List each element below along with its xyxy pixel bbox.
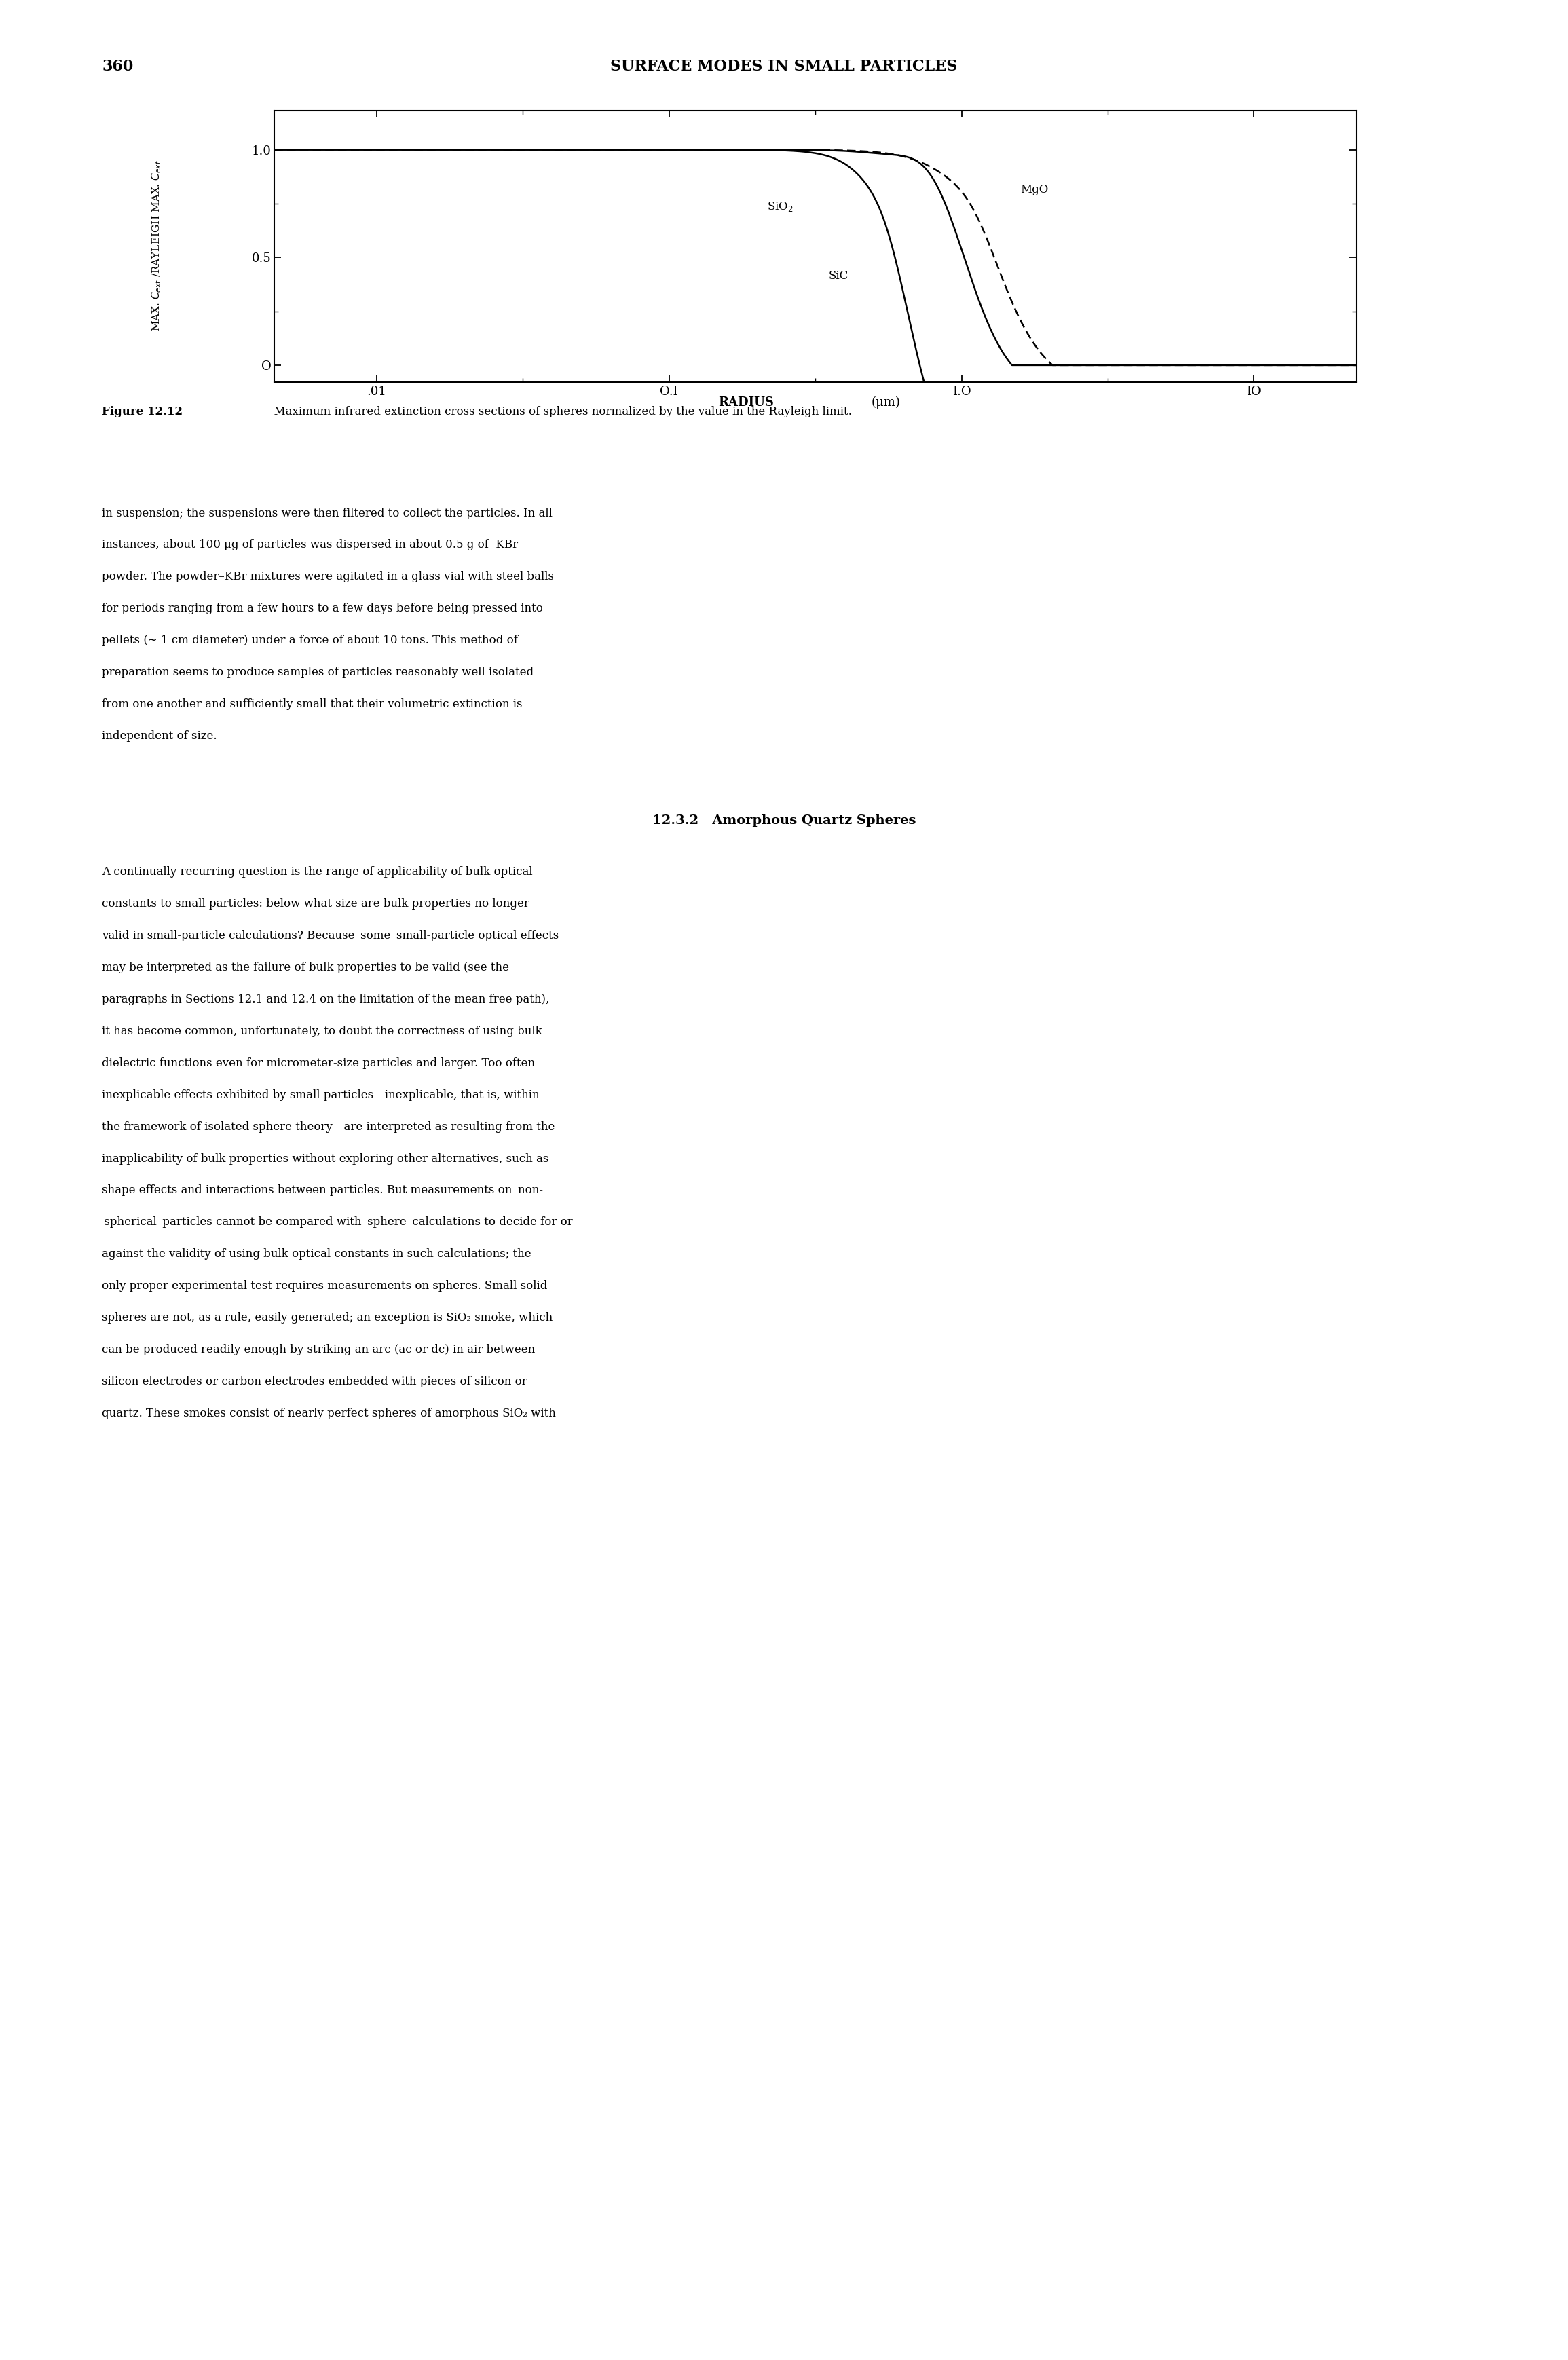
Text: (μm): (μm) bbox=[872, 396, 900, 408]
Text: spherical  particles cannot be compared with  sphere  calculations to decide for: spherical particles cannot be compared w… bbox=[102, 1218, 572, 1227]
Text: shape effects and interactions between particles. But measurements on  non-: shape effects and interactions between p… bbox=[102, 1185, 543, 1197]
Text: independent of size.: independent of size. bbox=[102, 729, 216, 741]
Text: SiO$_2$: SiO$_2$ bbox=[767, 201, 793, 212]
Text: A continually recurring question is the range of applicability of bulk optical: A continually recurring question is the … bbox=[102, 866, 533, 878]
Text: against the validity of using bulk optical constants in such calculations; the: against the validity of using bulk optic… bbox=[102, 1248, 532, 1260]
Text: quartz. These smokes consist of nearly perfect spheres of amorphous SiO₂ with: quartz. These smokes consist of nearly p… bbox=[102, 1407, 557, 1418]
Text: MAX. $C_{ext}$ /RAYLEIGH MAX. $C_{ext}$: MAX. $C_{ext}$ /RAYLEIGH MAX. $C_{ext}$ bbox=[151, 160, 163, 330]
Text: MgO: MgO bbox=[1021, 184, 1047, 196]
Text: can be produced readily enough by striking an arc (ac or dc) in air between: can be produced readily enough by striki… bbox=[102, 1343, 535, 1355]
Text: inapplicability of bulk properties without exploring other alternatives, such as: inapplicability of bulk properties witho… bbox=[102, 1152, 549, 1163]
Text: the framework of isolated sphere theory—are interpreted as resulting from the: the framework of isolated sphere theory—… bbox=[102, 1121, 555, 1133]
Text: RADIUS: RADIUS bbox=[718, 396, 775, 408]
Text: 12.3.2   Amorphous Quartz Spheres: 12.3.2 Amorphous Quartz Spheres bbox=[652, 814, 916, 826]
Text: in suspension; the suspensions were then filtered to collect the particles. In a: in suspension; the suspensions were then… bbox=[102, 507, 552, 519]
Text: it has become common, unfortunately, to doubt the correctness of using bulk: it has become common, unfortunately, to … bbox=[102, 1024, 543, 1036]
Text: from one another and sufficiently small that their volumetric extinction is: from one another and sufficiently small … bbox=[102, 699, 522, 710]
Text: dielectric functions even for micrometer-size particles and larger. Too often: dielectric functions even for micrometer… bbox=[102, 1057, 535, 1069]
Text: paragraphs in Sections 12.1 and 12.4 on the limitation of the mean free path),: paragraphs in Sections 12.1 and 12.4 on … bbox=[102, 994, 549, 1005]
Text: may be interpreted as the failure of bulk properties to be valid (see the: may be interpreted as the failure of bul… bbox=[102, 963, 510, 972]
Text: spheres are not, as a rule, easily generated; an exception is SiO₂ smoke, which: spheres are not, as a rule, easily gener… bbox=[102, 1312, 554, 1324]
Text: powder. The powder–KBr mixtures were agitated in a glass vial with steel balls: powder. The powder–KBr mixtures were agi… bbox=[102, 571, 554, 583]
Text: pellets (∼ 1 cm diameter) under a force of about 10 tons. This method of: pellets (∼ 1 cm diameter) under a force … bbox=[102, 635, 517, 647]
Text: preparation seems to produce samples of particles reasonably well isolated: preparation seems to produce samples of … bbox=[102, 666, 533, 677]
Text: SURFACE MODES IN SMALL PARTICLES: SURFACE MODES IN SMALL PARTICLES bbox=[610, 59, 958, 73]
Text: SiC: SiC bbox=[829, 269, 848, 281]
Text: valid in small-particle calculations? Because  some  small-particle optical effe: valid in small-particle calculations? Be… bbox=[102, 930, 558, 942]
Text: instances, about 100 μg of particles was dispersed in about 0.5 g of  KBr: instances, about 100 μg of particles was… bbox=[102, 538, 517, 550]
Text: Figure 12.12: Figure 12.12 bbox=[102, 406, 183, 418]
Text: inexplicable effects exhibited by small particles—inexplicable, that is, within: inexplicable effects exhibited by small … bbox=[102, 1090, 539, 1100]
Text: Maximum infrared extinction cross sections of spheres normalized by the value in: Maximum infrared extinction cross sectio… bbox=[267, 406, 851, 418]
Text: for periods ranging from a few hours to a few days before being pressed into: for periods ranging from a few hours to … bbox=[102, 602, 543, 614]
Text: only proper experimental test requires measurements on spheres. Small solid: only proper experimental test requires m… bbox=[102, 1279, 547, 1291]
Text: constants to small particles: below what size are bulk properties no longer: constants to small particles: below what… bbox=[102, 897, 530, 909]
Text: 360: 360 bbox=[102, 59, 133, 73]
Text: silicon electrodes or carbon electrodes embedded with pieces of silicon or: silicon electrodes or carbon electrodes … bbox=[102, 1376, 527, 1388]
